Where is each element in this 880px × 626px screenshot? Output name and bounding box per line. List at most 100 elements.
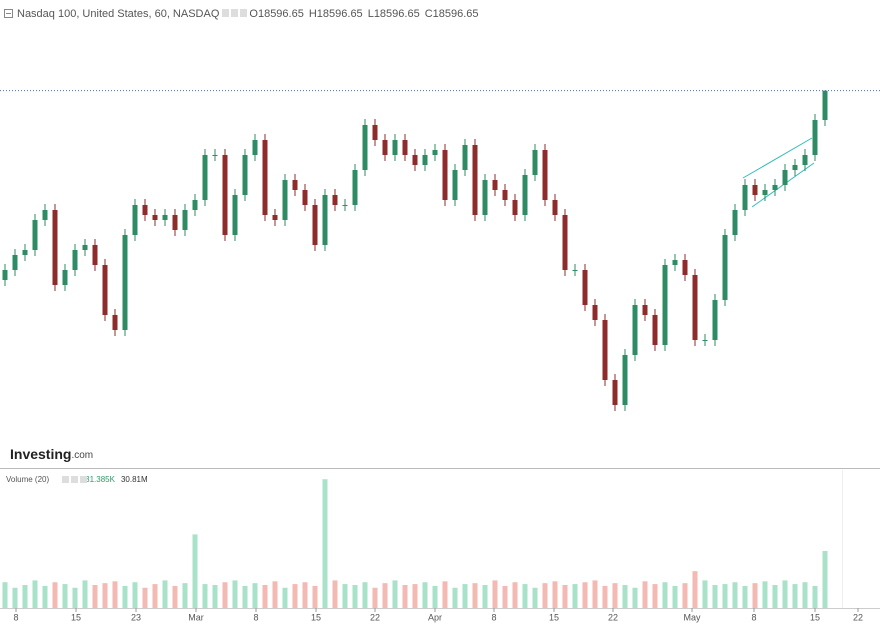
candle-body bbox=[682, 260, 688, 275]
x-tick-label: 23 bbox=[131, 612, 141, 622]
icon[interactable] bbox=[62, 476, 69, 483]
candle-body bbox=[432, 150, 438, 155]
volume-bar bbox=[242, 585, 248, 608]
x-tick-label: 15 bbox=[71, 612, 81, 622]
volume-bar bbox=[62, 584, 68, 608]
volume-bar bbox=[662, 582, 668, 608]
volume-bar bbox=[472, 583, 478, 608]
volume-bar bbox=[502, 585, 508, 608]
x-tick-label: 22 bbox=[608, 612, 618, 622]
volume-bar bbox=[132, 582, 138, 608]
candle-body bbox=[232, 195, 238, 235]
menu-icon[interactable] bbox=[4, 9, 13, 18]
candle-body bbox=[362, 125, 368, 170]
volume-bar bbox=[702, 580, 708, 608]
volume-ma: 30.81M bbox=[121, 475, 148, 484]
x-tick-label: 22 bbox=[370, 612, 380, 622]
icon[interactable] bbox=[71, 476, 78, 483]
candle-body bbox=[652, 315, 658, 345]
volume-bar bbox=[512, 582, 518, 608]
x-tick-label: Mar bbox=[188, 612, 204, 622]
icon[interactable] bbox=[231, 9, 238, 17]
volume-bar bbox=[542, 583, 548, 608]
candle-body bbox=[332, 195, 338, 205]
candle-body bbox=[702, 340, 708, 341]
icon[interactable] bbox=[80, 476, 87, 483]
o-label: O bbox=[249, 8, 258, 20]
candle-body bbox=[22, 250, 28, 255]
candle-body bbox=[282, 180, 288, 220]
candle-body bbox=[52, 210, 58, 285]
candle-body bbox=[742, 185, 748, 210]
volume-bar bbox=[442, 581, 448, 608]
candle-body bbox=[512, 200, 518, 215]
volume-bar bbox=[462, 584, 468, 608]
candle-body bbox=[382, 140, 388, 155]
volume-bar bbox=[652, 584, 658, 608]
x-tick-label: 8 bbox=[751, 612, 756, 622]
x-tick-label: 8 bbox=[13, 612, 18, 622]
candle-body bbox=[572, 270, 578, 271]
candle-body bbox=[252, 140, 258, 155]
volume-bar bbox=[632, 587, 638, 608]
volume-bar bbox=[452, 587, 458, 608]
logo-suffix: .com bbox=[71, 450, 93, 461]
volume-bar bbox=[822, 550, 828, 608]
candle-body bbox=[542, 150, 548, 200]
volume-bar bbox=[332, 580, 338, 608]
candle-body bbox=[222, 155, 228, 235]
candle-body bbox=[822, 90, 828, 120]
volume-bar bbox=[172, 585, 178, 608]
candle-body bbox=[562, 215, 568, 270]
volume-bar bbox=[22, 585, 28, 608]
candle-body bbox=[522, 175, 528, 215]
volume-bar bbox=[752, 583, 758, 608]
candle-body bbox=[582, 270, 588, 305]
candle-body bbox=[792, 165, 798, 170]
volume-bar bbox=[682, 583, 688, 608]
candle-body bbox=[72, 250, 78, 270]
volume-bar bbox=[182, 583, 188, 608]
candle-body bbox=[42, 210, 48, 220]
candle-body bbox=[552, 200, 558, 215]
candle-body bbox=[642, 305, 648, 315]
volume-bar bbox=[732, 582, 738, 608]
candle-body bbox=[612, 380, 618, 405]
candle-body bbox=[312, 205, 318, 245]
candle-body bbox=[632, 305, 638, 355]
volume-bar bbox=[602, 585, 608, 608]
icon[interactable] bbox=[240, 9, 247, 17]
candle-body bbox=[672, 260, 678, 265]
volume-bar bbox=[762, 581, 768, 608]
candle-body bbox=[692, 275, 698, 340]
volume-bar bbox=[302, 582, 308, 608]
volume-bar bbox=[402, 585, 408, 608]
candle-body bbox=[472, 145, 478, 215]
h-label: H bbox=[309, 8, 317, 20]
x-tick-label: 15 bbox=[810, 612, 820, 622]
volume-bar bbox=[362, 582, 368, 608]
candle-body bbox=[402, 140, 408, 155]
open: 18596.65 bbox=[258, 8, 304, 20]
candle-body bbox=[272, 215, 278, 220]
volume-bar bbox=[192, 534, 198, 608]
candle-body bbox=[772, 185, 778, 190]
candle-body bbox=[592, 305, 598, 320]
volume-bar bbox=[342, 584, 348, 608]
volume-bar bbox=[122, 585, 128, 608]
candle-body bbox=[102, 265, 108, 315]
candle-body bbox=[82, 245, 88, 250]
volume-legend: Volume (20) 31.385K 30.81M bbox=[6, 475, 148, 484]
x-tick-label: 8 bbox=[253, 612, 258, 622]
volume-bar bbox=[42, 585, 48, 608]
low: 18596.65 bbox=[374, 8, 420, 20]
candle-body bbox=[142, 205, 148, 215]
candle-body bbox=[152, 215, 158, 220]
candle-body bbox=[32, 220, 38, 250]
candle-body bbox=[182, 210, 188, 230]
volume-bar bbox=[382, 583, 388, 608]
candle-body bbox=[492, 180, 498, 190]
candle-body bbox=[2, 270, 8, 280]
candle-body bbox=[62, 270, 68, 285]
icon[interactable] bbox=[222, 9, 229, 17]
